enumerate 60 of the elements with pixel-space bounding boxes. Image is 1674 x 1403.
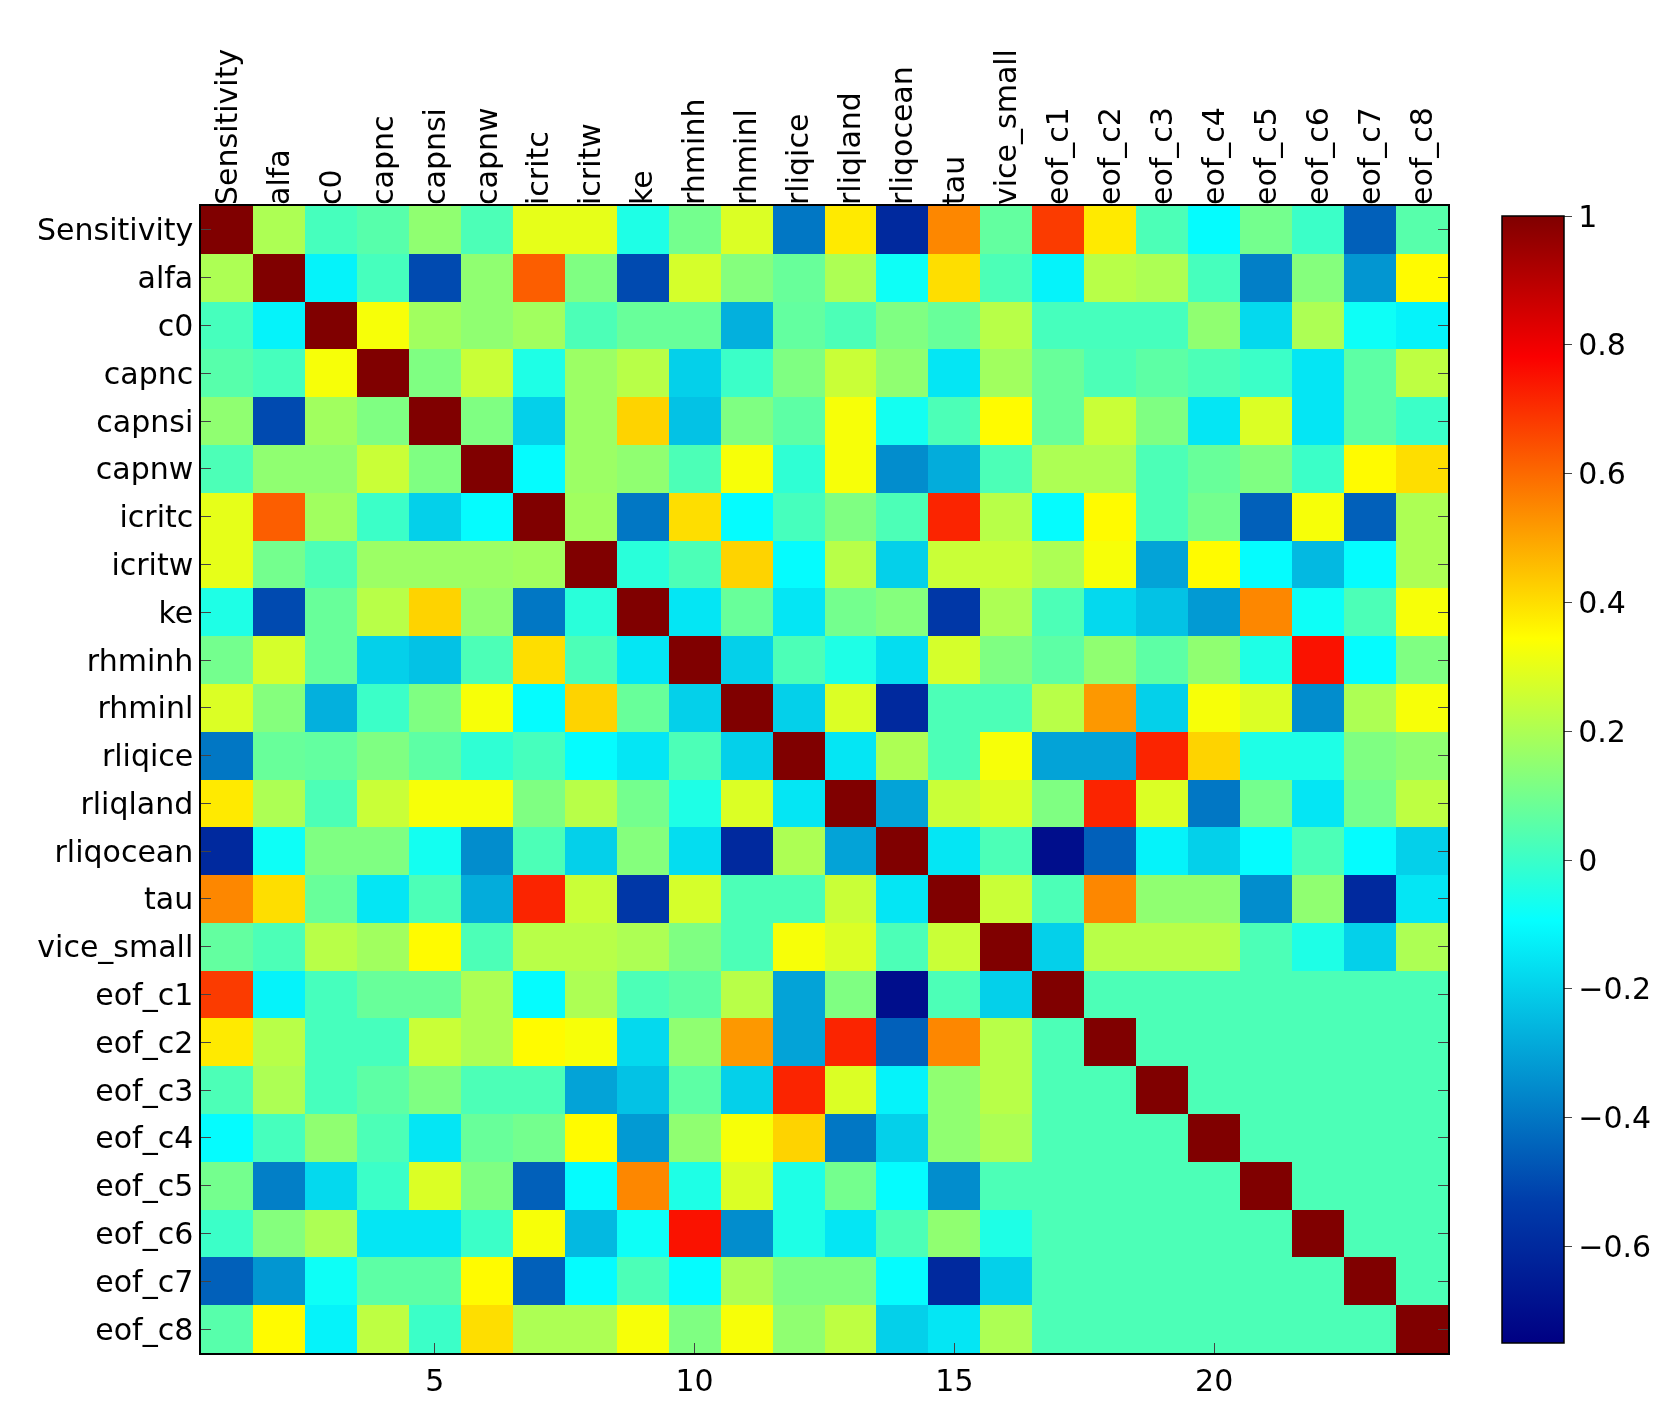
x-tick-label: icritw [572, 123, 608, 205]
x-tick-label: eof_c5 [1247, 107, 1283, 205]
color-bar-label: 0.4 [1578, 584, 1626, 620]
y-tick-label: eof_c7 [95, 1263, 194, 1299]
color-bar-label: 1 [1578, 198, 1598, 234]
y-tick-label: alfa [137, 260, 194, 296]
x2-tick-label: 10 [675, 1362, 714, 1398]
x-tick-label: rliqice [780, 113, 816, 205]
y-tick-label: eof_c3 [95, 1072, 194, 1108]
color-bar-label: −0.4 [1578, 1100, 1652, 1136]
x-tick-label: eof_c2 [1092, 107, 1128, 205]
y-tick-label: rhminl [97, 690, 194, 726]
y-tick-label: tau [144, 881, 194, 917]
color-bar-label: −0.2 [1578, 971, 1652, 1007]
x-tick-label: eof_c6 [1299, 107, 1335, 205]
x2-tick-label: 15 [935, 1362, 974, 1398]
x-tick-label: ke [624, 170, 660, 205]
x-tick-label: eof_c3 [1143, 107, 1179, 205]
x-tick-label: rliqland [832, 92, 868, 205]
y-tick-label: rliqice [101, 738, 194, 774]
x2-tick-label: 5 [425, 1362, 445, 1398]
x-tick-label: tau [936, 155, 972, 205]
color-bar-label: −0.6 [1578, 1228, 1652, 1264]
y-tick-label: capnw [95, 451, 194, 487]
color-bar-label: 0 [1578, 842, 1598, 878]
y-tick-label: eof_c8 [95, 1311, 194, 1347]
color-bar-label: 0.8 [1578, 327, 1626, 363]
color-bar-label: 0.2 [1578, 713, 1626, 749]
y-tick-label: eof_c4 [95, 1120, 194, 1156]
x-tick-label: rliqocean [884, 66, 920, 205]
y-tick-label: c0 [157, 307, 194, 343]
y-tick-label: vice_small [37, 929, 194, 965]
x-tick-label: rhminh [676, 98, 712, 205]
x-tick-label: alfa [260, 149, 296, 205]
y-tick-label: eof_c2 [95, 1024, 194, 1060]
x-tick-label: eof_c7 [1351, 107, 1387, 205]
y-tick-label: icritc [119, 499, 194, 535]
y-tick-label: Sensitivity [37, 212, 194, 248]
y-tick-label: rliqland [80, 785, 194, 821]
x-tick-label: eof_c8 [1403, 107, 1439, 205]
x-tick-label: rhminl [728, 109, 764, 205]
x-tick-label: capnc [364, 115, 400, 205]
x2-tick-label: 20 [1195, 1362, 1234, 1398]
y-tick-label: capnsi [96, 403, 194, 439]
y-tick-label: rhminh [86, 642, 194, 678]
y-tick-label: ke [158, 594, 194, 630]
y-tick-label: capnc [103, 355, 194, 391]
y-tick-label: eof_c1 [95, 977, 194, 1013]
x-tick-label: eof_c4 [1195, 107, 1231, 205]
color-bar-label: 0.6 [1578, 456, 1626, 492]
x-tick-label: c0 [312, 169, 348, 205]
y-tick-label: rliqocean [54, 833, 194, 869]
x-tick-label: capnw [468, 107, 504, 205]
y-tick-label: eof_c5 [95, 1168, 194, 1204]
x-tick-label: icritc [520, 131, 556, 205]
y-tick-label: eof_c6 [95, 1216, 194, 1252]
x-tick-label: capnsi [416, 108, 452, 205]
y-tick-label: icritw [111, 546, 194, 582]
x-tick-label: eof_c1 [1040, 107, 1076, 205]
x-tick-label: vice_small [988, 49, 1024, 205]
